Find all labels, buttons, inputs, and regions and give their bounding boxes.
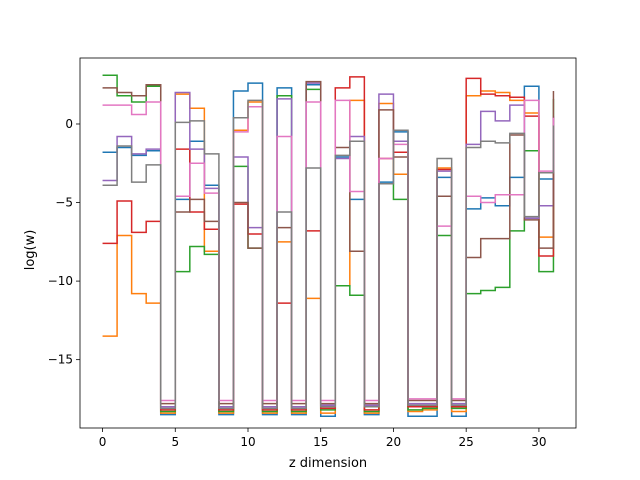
series-line-8 bbox=[102, 99, 555, 410]
series-layer bbox=[102, 74, 555, 417]
y-axis-ticks: 0 −5 −10 −15 bbox=[48, 117, 80, 367]
x-tick-label: 5 bbox=[171, 435, 179, 449]
x-tick-label: 20 bbox=[386, 435, 401, 449]
series-line-7 bbox=[102, 99, 555, 402]
series-line-3 bbox=[102, 74, 555, 413]
x-axis-ticks: 0 5 10 15 20 25 30 bbox=[99, 428, 547, 449]
y-axis-label: log(w) bbox=[23, 230, 38, 271]
x-tick-label: 25 bbox=[459, 435, 474, 449]
axes-frame bbox=[79, 57, 577, 429]
x-tick-label: 15 bbox=[313, 435, 328, 449]
x-axis-label: z dimension bbox=[289, 456, 367, 471]
x-tick-label: 30 bbox=[531, 435, 546, 449]
y-tick-label: −5 bbox=[55, 196, 73, 210]
y-tick-label: 0 bbox=[65, 117, 73, 131]
x-tick-label: 10 bbox=[240, 435, 255, 449]
series-line-5 bbox=[102, 82, 555, 408]
y-tick-label: −10 bbox=[48, 274, 73, 288]
series-line-4 bbox=[102, 76, 555, 411]
x-tick-label: 0 bbox=[99, 435, 107, 449]
y-tick-label: −15 bbox=[48, 353, 73, 367]
